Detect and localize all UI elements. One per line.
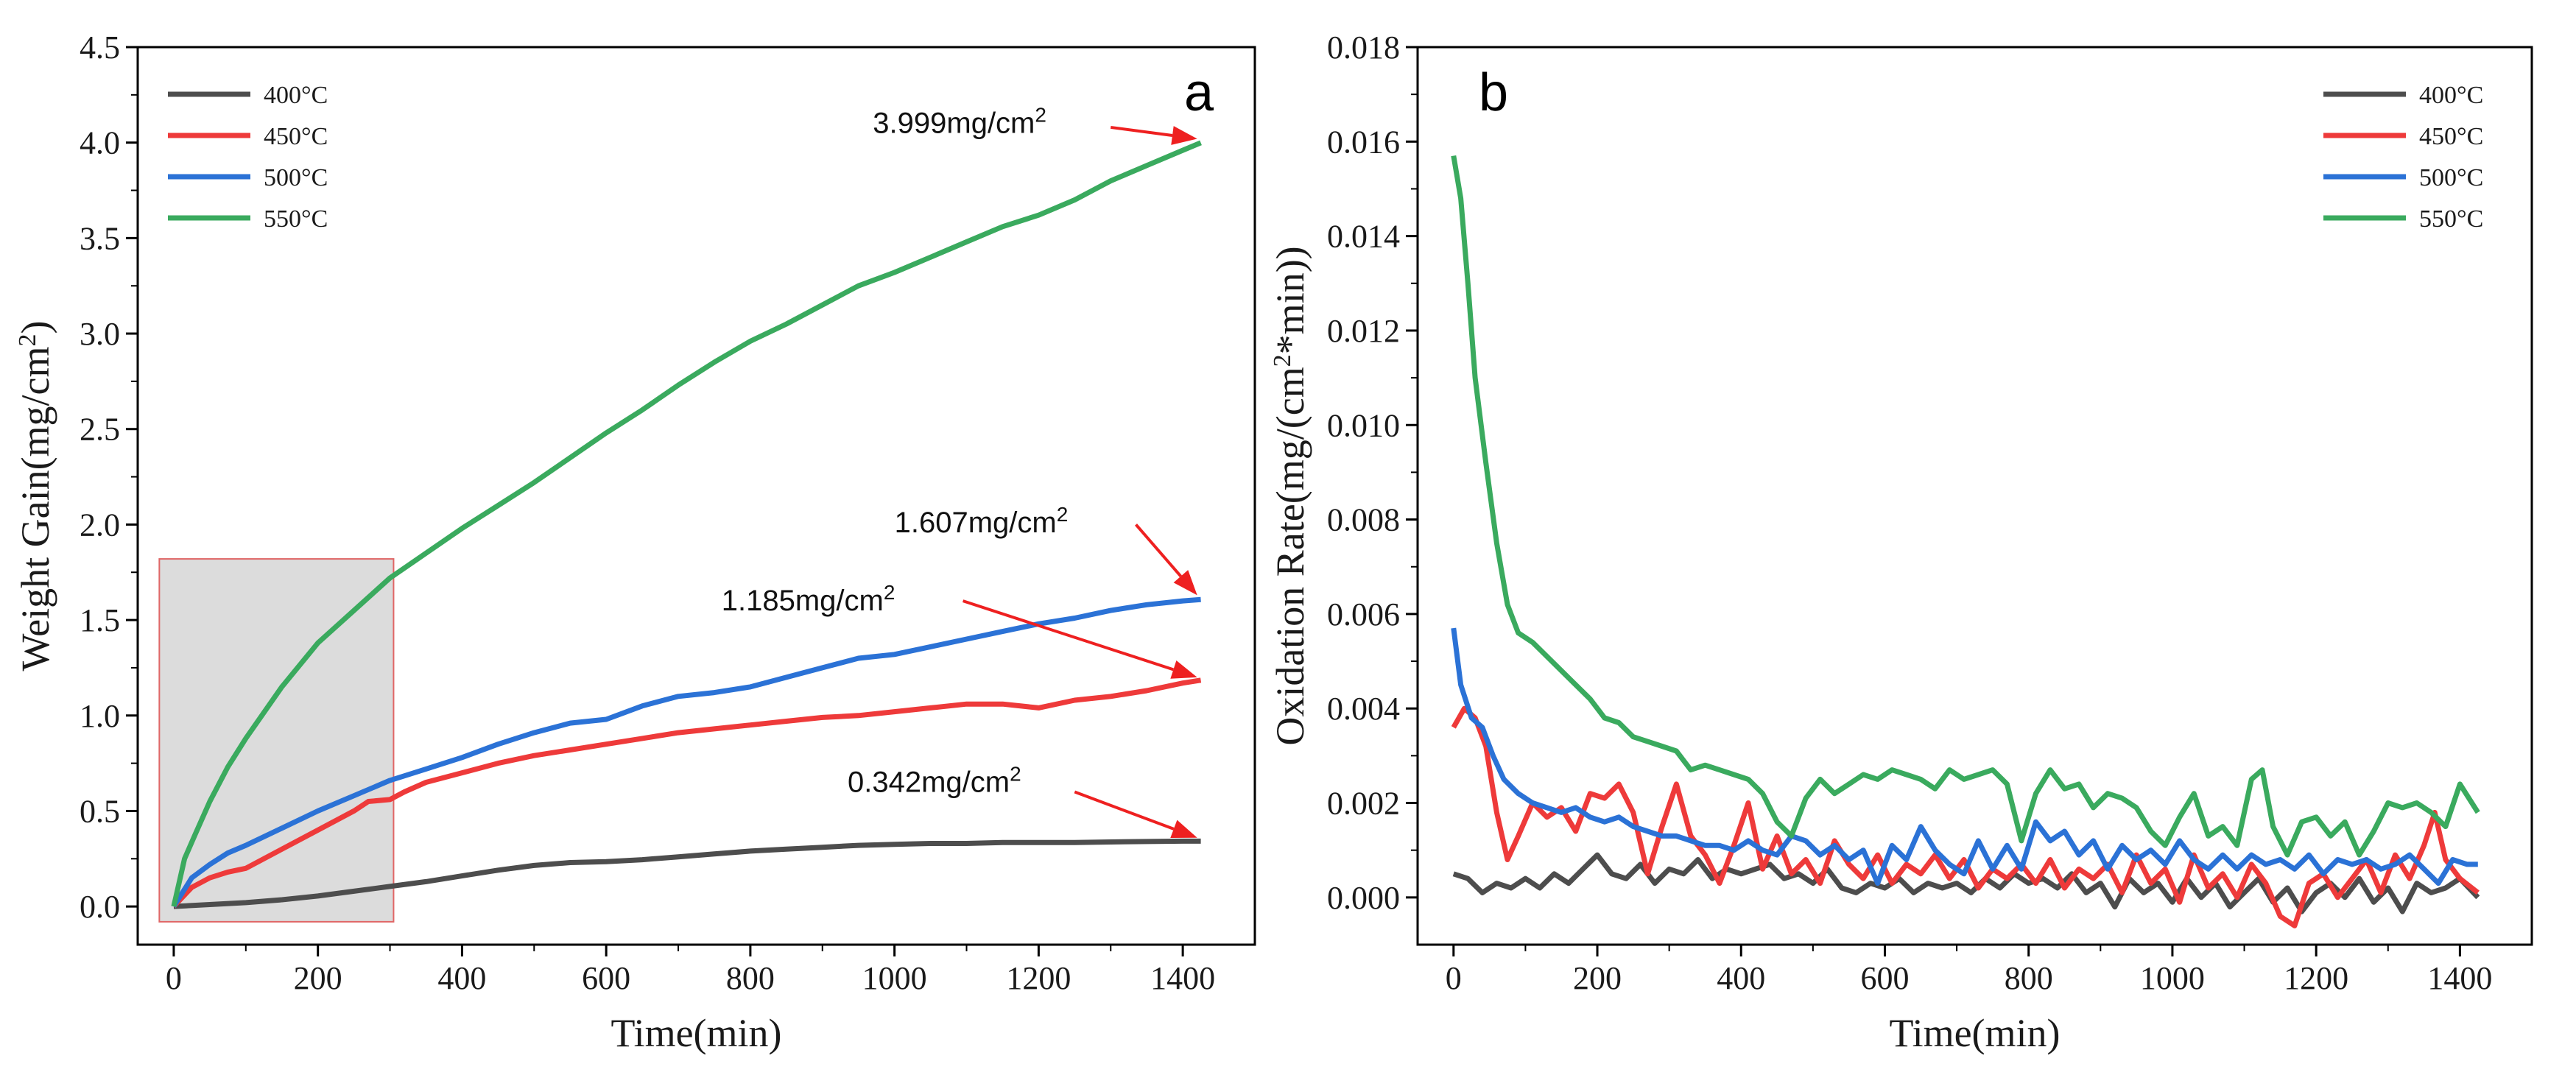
annotation-arrowhead — [1170, 660, 1197, 679]
x-axis-label: Time(min) — [1889, 1011, 2060, 1055]
y-tick-label: 0.000 — [1327, 880, 1400, 916]
y-tick-label: 0.006 — [1327, 596, 1400, 632]
y-tick-label: 3.0 — [80, 316, 120, 352]
legend-label: 500°C — [2419, 164, 2483, 191]
x-tick-label: 1200 — [1006, 960, 1071, 996]
annotation-arrow — [1110, 125, 1173, 138]
y-tick-label: 0.008 — [1327, 502, 1400, 538]
annotation-arrowhead — [1171, 126, 1197, 145]
x-axis-label: Time(min) — [610, 1011, 781, 1055]
y-tick-label: 2.0 — [80, 507, 120, 543]
annotation-arrowhead — [1170, 820, 1197, 839]
series-line-400C — [1452, 852, 2480, 914]
series-line-500C — [1451, 627, 2478, 887]
axes-frame — [136, 46, 1256, 946]
chart-panel-a: 0 200 400 600 800 1000 1200 1400 0.0 0.5 1.0 1.5 2.0… — [13, 29, 1256, 1055]
series-line-450C — [172, 677, 1202, 909]
annotation-arrow — [1135, 524, 1182, 577]
y-tick-label: 3.5 — [80, 220, 120, 256]
series-line-550C — [1451, 155, 2480, 858]
legend-label: 550°C — [264, 205, 328, 233]
x-tick-label: 600 — [582, 960, 630, 996]
annotation-label: 1.607mg/cm2 — [895, 502, 1069, 539]
x-tick-label: 600 — [1860, 960, 1909, 996]
y-tick-label: 0.012 — [1327, 313, 1400, 349]
panel-label: b — [1479, 63, 1508, 122]
legend-label: 550°C — [2419, 205, 2483, 233]
y-tick-label: 0.004 — [1327, 691, 1400, 727]
series-line-550C — [171, 140, 1202, 907]
annotation-arrow — [963, 599, 1174, 672]
y-axis-label: Weight Gain(mg/cm2) — [13, 320, 57, 671]
annotation-label: 0.342mg/cm2 — [848, 762, 1021, 799]
x-tick-label: 800 — [2005, 960, 2053, 996]
y-tick-label: 0.002 — [1327, 786, 1400, 822]
x-tick-label: 800 — [726, 960, 775, 996]
x-tick-label: 0 — [166, 960, 182, 996]
x-tick-label: 400 — [437, 960, 486, 996]
y-tick-label: 0.5 — [80, 793, 120, 829]
series-line-400C — [173, 838, 1201, 909]
axes-frame — [1416, 46, 2533, 946]
legend-label: 450°C — [2419, 123, 2483, 150]
legend-label: 450°C — [264, 123, 328, 150]
x-tick-label: 400 — [1717, 960, 1765, 996]
x-tick-label: 0 — [1446, 960, 1462, 996]
annotation-arrow — [1074, 790, 1175, 831]
annotation-arrowhead — [1173, 570, 1197, 596]
y-tick-label: 1.0 — [80, 698, 120, 734]
y-tick-label: 4.0 — [80, 125, 120, 161]
x-tick-label: 200 — [294, 960, 342, 996]
chart-panel-b: 0 200 400 600 800 1000 1200 1400 0.000 0.002 0.004… — [1268, 29, 2533, 1055]
legend-label: 500°C — [264, 164, 328, 191]
x-tick-label: 1400 — [1150, 960, 1215, 996]
y-tick-label: 4.5 — [80, 29, 120, 66]
y-axis-label: Oxidation Rate(mg/(cm2*min)) — [1268, 246, 1312, 745]
x-tick-label: 200 — [1573, 960, 1622, 996]
x-tick-label: 1400 — [2427, 960, 2492, 996]
annotation-label: 1.185mg/cm2 — [722, 581, 895, 618]
y-tick-label: 0.0 — [80, 889, 120, 925]
shaded-region — [158, 558, 395, 923]
y-tick-label: 0.016 — [1327, 124, 1400, 160]
y-tick-label: 2.5 — [80, 412, 120, 448]
y-tick-label: 0.010 — [1327, 407, 1400, 443]
legend-label: 400°C — [264, 82, 328, 109]
series-line-450C — [1451, 705, 2480, 928]
x-tick-label: 1000 — [862, 960, 927, 996]
x-tick-label: 1000 — [2140, 960, 2205, 996]
y-tick-label: 0.018 — [1327, 29, 1400, 66]
y-tick-label: 1.5 — [80, 602, 120, 638]
y-tick-label: 0.014 — [1327, 219, 1400, 255]
annotation-label: 3.999mg/cm2 — [873, 103, 1046, 140]
x-tick-label: 1200 — [2284, 960, 2348, 996]
legend-label: 400°C — [2419, 82, 2483, 109]
panel-label: a — [1184, 63, 1214, 122]
